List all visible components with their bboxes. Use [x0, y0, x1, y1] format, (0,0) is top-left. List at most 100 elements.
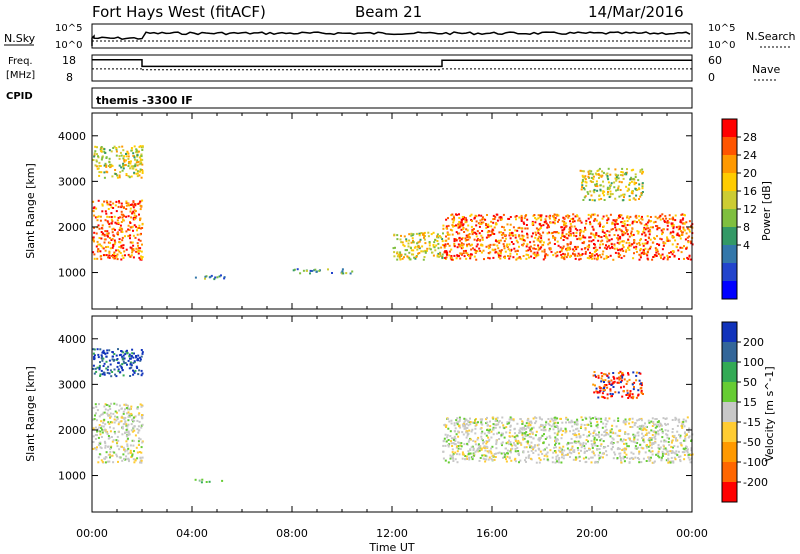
power-echo-cell [596, 189, 599, 192]
power-echo-cell [120, 154, 123, 157]
velocity-echo-cell [472, 449, 475, 452]
velocity-echo-cell [495, 452, 498, 455]
velocity-echo-cell [548, 435, 551, 438]
power-echo-cell [658, 227, 661, 229]
power-echo-cell [640, 217, 643, 220]
power-echo-cell [639, 221, 642, 224]
power-echo-cell [462, 250, 465, 252]
power-echo-cell [410, 232, 413, 235]
velocity-echo-cell [614, 391, 617, 394]
velocity-echo-cell [442, 444, 445, 447]
power-echo-cell [133, 156, 136, 159]
velocity-echo-cell [650, 438, 653, 441]
power-echo-cell [104, 219, 107, 222]
power-echo-cell [134, 204, 137, 207]
power-echo-cell [438, 255, 440, 258]
velocity-echo-cell [620, 461, 623, 464]
power-echo-cell [480, 222, 483, 225]
power-echo-cell [99, 148, 102, 151]
velocity-echo-cell [136, 428, 139, 431]
velocity-echo-cell [629, 439, 631, 442]
velocity-echo-cell [628, 422, 631, 425]
power-echo-cell [112, 227, 115, 230]
power-echo-cell [532, 240, 535, 243]
velocity-echo-cell [591, 447, 594, 449]
velocity-echo-cell [610, 428, 613, 431]
power-echo-cell [460, 252, 463, 255]
power-echo-cell [587, 175, 590, 178]
power-echo-cell [293, 268, 296, 271]
velocity-echo-cell [679, 434, 682, 437]
velocity-echo-cell [543, 458, 546, 461]
power-echo-cell [681, 246, 684, 249]
velocity-echo-cell [592, 374, 595, 377]
velocity-echo-cell [194, 478, 197, 481]
power-echo-cell [632, 168, 635, 171]
velocity-echo-cell [93, 348, 96, 351]
velocity-echo-cell [136, 357, 139, 360]
velocity-echo-cell [472, 447, 475, 450]
x-tick-label: 00:00 [76, 527, 108, 540]
power-echo-cell [542, 258, 545, 261]
velocity-echo-cell [621, 373, 624, 376]
power-echo-cell [540, 219, 543, 222]
velocity-echo-cell [500, 442, 503, 445]
velocity-echo-cell [93, 354, 96, 357]
power-echo-cell [621, 174, 624, 177]
velocity-echo-cell [506, 441, 509, 444]
power-echo-cell [599, 223, 602, 226]
velocity-echo-cell [673, 445, 676, 448]
power-echo-cell [109, 166, 112, 169]
power-echo-cell [463, 231, 466, 233]
velocity-echo-cell [103, 362, 106, 365]
velocity-echo-cell [653, 460, 656, 463]
velocity-echo-cell [463, 427, 466, 430]
power-echo-cell [683, 222, 686, 225]
power-echo-cell [581, 174, 584, 177]
power-echo-cell [605, 244, 607, 247]
power-echo-cell [554, 222, 556, 225]
power-echo-cell [399, 238, 402, 241]
power-echo-cell [626, 216, 628, 219]
power-echo-cell [503, 229, 506, 232]
velocity-echo-cell [114, 432, 117, 435]
power-echo-cell [579, 234, 581, 237]
velocity-echo-cell [132, 439, 135, 442]
power-echo-cell [663, 256, 666, 259]
velocity-echo-cell [452, 454, 454, 457]
power-echo-cell [136, 233, 139, 236]
power-echo-cell [121, 231, 124, 233]
power-echo-cell [689, 258, 692, 261]
power-echo-cell [406, 249, 408, 252]
velocity-echo-cell [92, 427, 95, 430]
power-echo-cell [488, 230, 491, 233]
power-echo-cell [582, 236, 585, 239]
velocity-echo-cell [641, 424, 644, 427]
velocity-echo-cell [665, 433, 668, 436]
power-echo-cell [529, 248, 532, 251]
velocity-echo-cell [529, 424, 532, 426]
velocity-echo-cell [611, 424, 614, 427]
power-echo-cell [578, 237, 581, 240]
power-echo-cell [620, 221, 623, 224]
power-echo-cell [93, 206, 96, 209]
velocity-echo-cell [495, 439, 498, 442]
velocity-echo-cell [524, 459, 526, 462]
power-echo-cell [124, 254, 126, 257]
velocity-echo-cell [117, 370, 120, 373]
velocity-echo-cell [640, 384, 643, 387]
power-echo-cell [515, 258, 518, 261]
power-echo-cell [532, 247, 535, 250]
velocity-echo-cell [462, 425, 465, 428]
velocity-echo-cell [617, 417, 620, 420]
power-echo-cell [105, 157, 108, 159]
velocity-echo-cell [612, 438, 615, 441]
power-echo-cell [548, 231, 550, 234]
power-echo-cell [621, 171, 624, 174]
power-echo-cell [112, 245, 115, 248]
power-echo-cell [567, 216, 570, 219]
velocity-echo-cell [117, 423, 120, 426]
velocity-echo-cell [97, 456, 100, 459]
nave-series-line [92, 68, 692, 71]
power-echo-cell [108, 252, 111, 255]
